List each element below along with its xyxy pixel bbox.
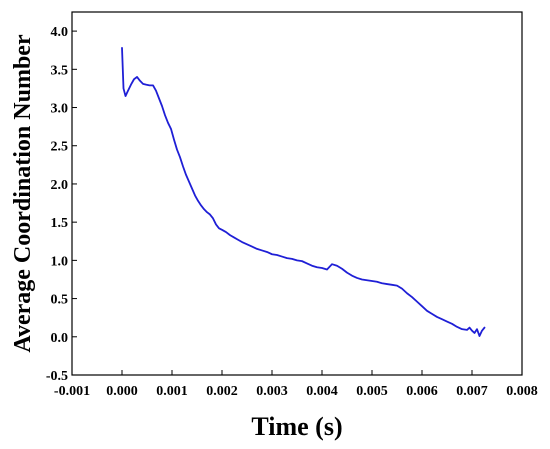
x-tick-label: 0.008 [506,384,538,399]
plot-frame [71,11,523,376]
series-line [121,47,486,337]
y-axis-ticks: -0.5 0.0 0.5 1.0 1.5 2.0 2.5 3.0 3.5 4.0 [46,25,77,384]
x-tick-label: 0.003 [256,384,288,399]
x-tick-label: 0.002 [206,384,238,399]
x-tick-label: 0.004 [306,384,338,399]
y-tick-label: 3.5 [51,63,69,78]
y-tick-label: 2.0 [51,178,69,193]
y-tick-label: 4.0 [51,25,69,40]
x-axis-title: Time (s) [251,412,342,441]
y-tick-label: 1.5 [51,216,69,231]
x-tick-label: 0.005 [356,384,388,399]
y-axis-title: Average Coordination Number [10,34,36,353]
y-tick-label: 0.5 [51,293,69,308]
y-tick-label: 3.0 [51,102,69,117]
x-axis-ticks: -0.001 0.000 0.001 0.002 0.003 0.004 0.005 0.00… [54,370,538,399]
x-tick-label: -0.001 [54,384,90,399]
y-tick-label: 0.0 [51,331,69,346]
y-tick-label: 2.5 [51,140,69,155]
x-tick-label: 0.006 [406,384,438,399]
y-tick-label: -0.5 [46,369,68,384]
x-tick-label: 0.001 [156,384,188,399]
y-tick-label: 1.0 [51,254,69,269]
x-tick-label: 0.007 [456,384,488,399]
x-tick-label: 0.000 [106,384,138,399]
